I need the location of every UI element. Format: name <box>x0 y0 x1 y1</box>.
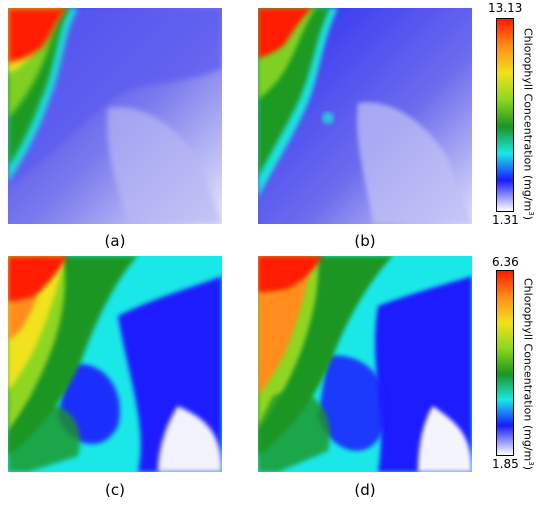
panel-label-d: (d) <box>354 481 376 499</box>
colorbar-bottom-max: 6.36 <box>492 255 519 269</box>
colorbar-bottom <box>496 270 514 456</box>
map-panel-b <box>258 8 472 224</box>
chlorophyll-map-d <box>258 256 472 472</box>
map-panel-d <box>258 256 472 472</box>
chlorophyll-map-a <box>8 8 222 224</box>
colorbar-top <box>496 18 514 212</box>
colorbar-bottom-min: 1.85 <box>492 457 519 471</box>
chlorophyll-map-b <box>258 8 472 224</box>
colorbar-top-title: Chlorophyll Concentration (mg/m3) <box>521 28 535 221</box>
chlorophyll-map-c <box>8 256 222 472</box>
colorbar-top-max: 13.13 <box>488 1 523 15</box>
panel-label-c: (c) <box>105 481 125 499</box>
panel-label-b: (b) <box>354 232 376 250</box>
colorbar-bottom-title: Chlorophyll Concentration (mg/m3) <box>521 278 535 471</box>
map-panel-c <box>8 256 222 472</box>
map-panel-a <box>8 8 222 224</box>
colorbar-top-min: 1.31 <box>492 213 519 227</box>
panel-label-a: (a) <box>104 232 126 250</box>
